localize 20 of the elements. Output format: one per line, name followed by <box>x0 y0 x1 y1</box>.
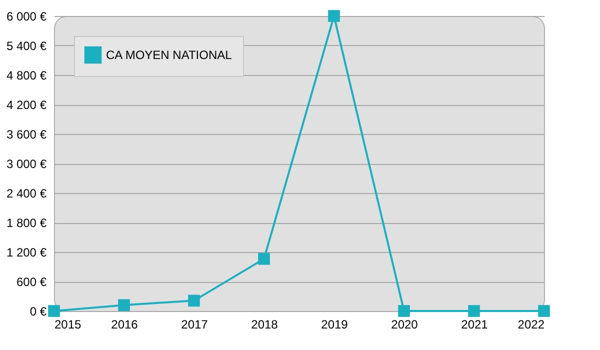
y-tick-label: 1 200 € <box>6 246 47 260</box>
y-tick-label: 1 800 € <box>6 216 47 230</box>
x-tick-label: 2018 <box>251 318 278 332</box>
x-tick-label: 2016 <box>111 318 138 332</box>
y-tick-label: 4 800 € <box>6 68 47 82</box>
y-tick-label: 600 € <box>16 275 47 289</box>
y-tick-label: 3 600 € <box>6 128 47 142</box>
x-tick-label: 2022 <box>518 318 545 332</box>
y-tick-label: 5 400 € <box>6 39 47 53</box>
y-tick-label: 6 000 € <box>6 10 47 24</box>
x-tick-label: 2017 <box>181 318 208 332</box>
y-tick-label: 4 200 € <box>6 98 47 112</box>
x-tick-label: 2020 <box>391 318 418 332</box>
legend-label: CA MOYEN NATIONAL <box>106 48 232 62</box>
x-tick-label: 2015 <box>54 318 82 332</box>
y-tick-label: 3 000 € <box>6 157 47 171</box>
x-tick-label: 2021 <box>461 318 488 332</box>
x-tick-label: 2019 <box>321 318 348 332</box>
y-tick-label: 0 € <box>30 304 47 318</box>
y-tick-label: 2 400 € <box>6 186 47 200</box>
